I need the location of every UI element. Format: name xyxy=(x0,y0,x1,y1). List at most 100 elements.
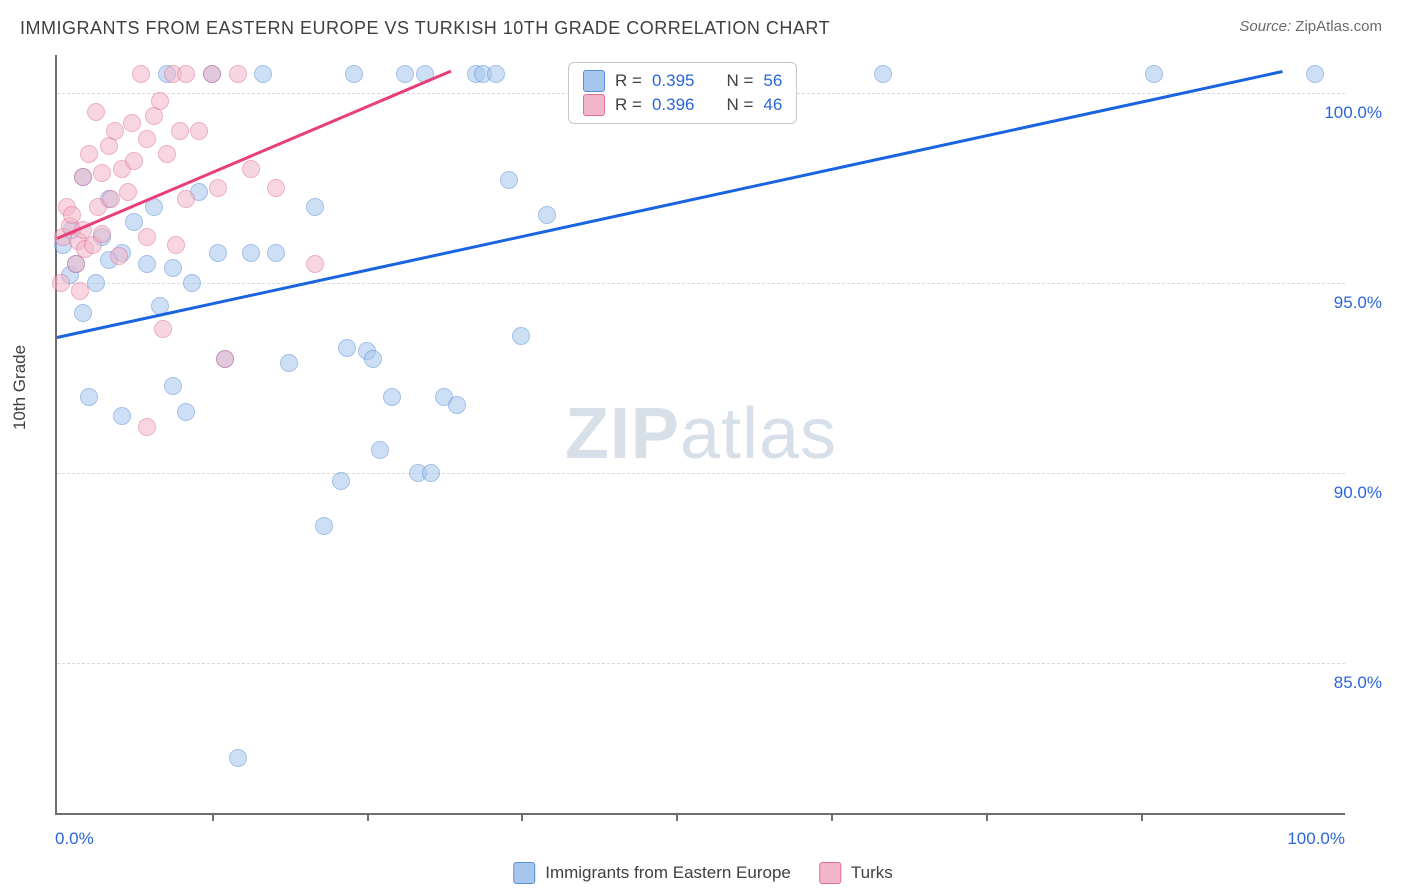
legend-series-item: Immigrants from Eastern Europe xyxy=(513,862,791,884)
data-point-turks xyxy=(267,179,285,197)
data-point-turks xyxy=(123,114,141,132)
legend-corr-row: R = 0.395 N = 56 xyxy=(583,69,782,93)
data-point-immigrants_ee xyxy=(1145,65,1163,83)
data-point-turks xyxy=(158,145,176,163)
data-point-immigrants_ee xyxy=(500,171,518,189)
y-tick-label: 100.0% xyxy=(1324,103,1382,123)
gridline-h xyxy=(57,663,1345,664)
watermark-atlas: atlas xyxy=(680,394,837,474)
source-label: Source: xyxy=(1239,18,1291,35)
legend-r-value: 0.395 xyxy=(652,69,695,93)
data-point-turks xyxy=(87,103,105,121)
data-point-turks xyxy=(138,228,156,246)
data-point-turks xyxy=(132,65,150,83)
data-point-turks xyxy=(306,255,324,273)
data-point-turks xyxy=(93,164,111,182)
data-point-immigrants_ee xyxy=(422,464,440,482)
source-attribution: Source: ZipAtlas.com xyxy=(1239,18,1382,35)
legend-series-label: Turks xyxy=(851,863,893,883)
legend-swatch xyxy=(513,862,535,884)
chart-plot-area: ZIPatlas xyxy=(55,55,1345,815)
gridline-h xyxy=(57,283,1345,284)
data-point-turks xyxy=(154,320,172,338)
x-tick xyxy=(521,813,523,821)
data-point-immigrants_ee xyxy=(267,244,285,262)
data-point-immigrants_ee xyxy=(364,350,382,368)
legend-r-label: R = xyxy=(615,93,642,117)
data-point-turks xyxy=(242,160,260,178)
data-point-immigrants_ee xyxy=(383,388,401,406)
y-axis-label: 10th Grade xyxy=(10,345,30,430)
legend-n-label: N = xyxy=(726,93,753,117)
data-point-turks xyxy=(125,152,143,170)
data-point-immigrants_ee xyxy=(1306,65,1324,83)
data-point-turks xyxy=(177,190,195,208)
data-point-turks xyxy=(110,247,128,265)
legend-r-value: 0.396 xyxy=(652,93,695,117)
legend-r-label: R = xyxy=(615,69,642,93)
legend-n-label: N = xyxy=(726,69,753,93)
x-tick-label: 100.0% xyxy=(1287,829,1345,849)
data-point-immigrants_ee xyxy=(448,396,466,414)
legend-corr-row: R = 0.396 N = 46 xyxy=(583,93,782,117)
data-point-immigrants_ee xyxy=(125,213,143,231)
legend-series: Immigrants from Eastern Europe Turks xyxy=(513,862,893,884)
x-tick xyxy=(367,813,369,821)
data-point-immigrants_ee xyxy=(345,65,363,83)
x-tick xyxy=(676,813,678,821)
legend-swatch xyxy=(819,862,841,884)
data-point-turks xyxy=(102,190,120,208)
chart-title: IMMIGRANTS FROM EASTERN EUROPE VS TURKIS… xyxy=(20,18,830,39)
data-point-immigrants_ee xyxy=(332,472,350,490)
data-point-immigrants_ee xyxy=(306,198,324,216)
data-point-immigrants_ee xyxy=(371,441,389,459)
source-value: ZipAtlas.com xyxy=(1295,18,1382,35)
x-tick xyxy=(212,813,214,821)
data-point-turks xyxy=(119,183,137,201)
data-point-turks xyxy=(203,65,221,83)
data-point-immigrants_ee xyxy=(242,244,260,262)
data-point-turks xyxy=(216,350,234,368)
data-point-immigrants_ee xyxy=(113,407,131,425)
data-point-turks xyxy=(151,92,169,110)
data-point-turks xyxy=(167,236,185,254)
data-point-immigrants_ee xyxy=(280,354,298,372)
data-point-immigrants_ee xyxy=(74,304,92,322)
data-point-turks xyxy=(209,179,227,197)
x-tick xyxy=(831,813,833,821)
data-point-immigrants_ee xyxy=(512,327,530,345)
legend-swatch xyxy=(583,70,605,92)
data-point-immigrants_ee xyxy=(209,244,227,262)
data-point-immigrants_ee xyxy=(487,65,505,83)
data-point-turks xyxy=(138,130,156,148)
data-point-immigrants_ee xyxy=(538,206,556,224)
y-tick-label: 95.0% xyxy=(1334,293,1382,313)
gridline-h xyxy=(57,473,1345,474)
data-point-immigrants_ee xyxy=(338,339,356,357)
data-point-immigrants_ee xyxy=(396,65,414,83)
legend-n-value: 46 xyxy=(763,93,782,117)
data-point-turks xyxy=(71,282,89,300)
data-point-turks xyxy=(190,122,208,140)
data-point-turks xyxy=(67,255,85,273)
y-tick-label: 90.0% xyxy=(1334,483,1382,503)
x-tick-label: 0.0% xyxy=(55,829,94,849)
data-point-immigrants_ee xyxy=(87,274,105,292)
data-point-immigrants_ee xyxy=(177,403,195,421)
legend-series-label: Immigrants from Eastern Europe xyxy=(545,863,791,883)
legend-n-value: 56 xyxy=(763,69,782,93)
regression-line-turks xyxy=(56,70,451,240)
legend-correlation-box: R = 0.395 N = 56 R = 0.396 N = 46 xyxy=(568,62,797,124)
data-point-turks xyxy=(93,225,111,243)
y-tick-label: 85.0% xyxy=(1334,673,1382,693)
data-point-turks xyxy=(52,274,70,292)
data-point-immigrants_ee xyxy=(254,65,272,83)
data-point-immigrants_ee xyxy=(229,749,247,767)
data-point-immigrants_ee xyxy=(874,65,892,83)
data-point-turks xyxy=(80,145,98,163)
legend-series-item: Turks xyxy=(819,862,893,884)
data-point-turks xyxy=(106,122,124,140)
data-point-turks xyxy=(229,65,247,83)
watermark-zip: ZIP xyxy=(565,394,680,474)
data-point-turks xyxy=(171,122,189,140)
